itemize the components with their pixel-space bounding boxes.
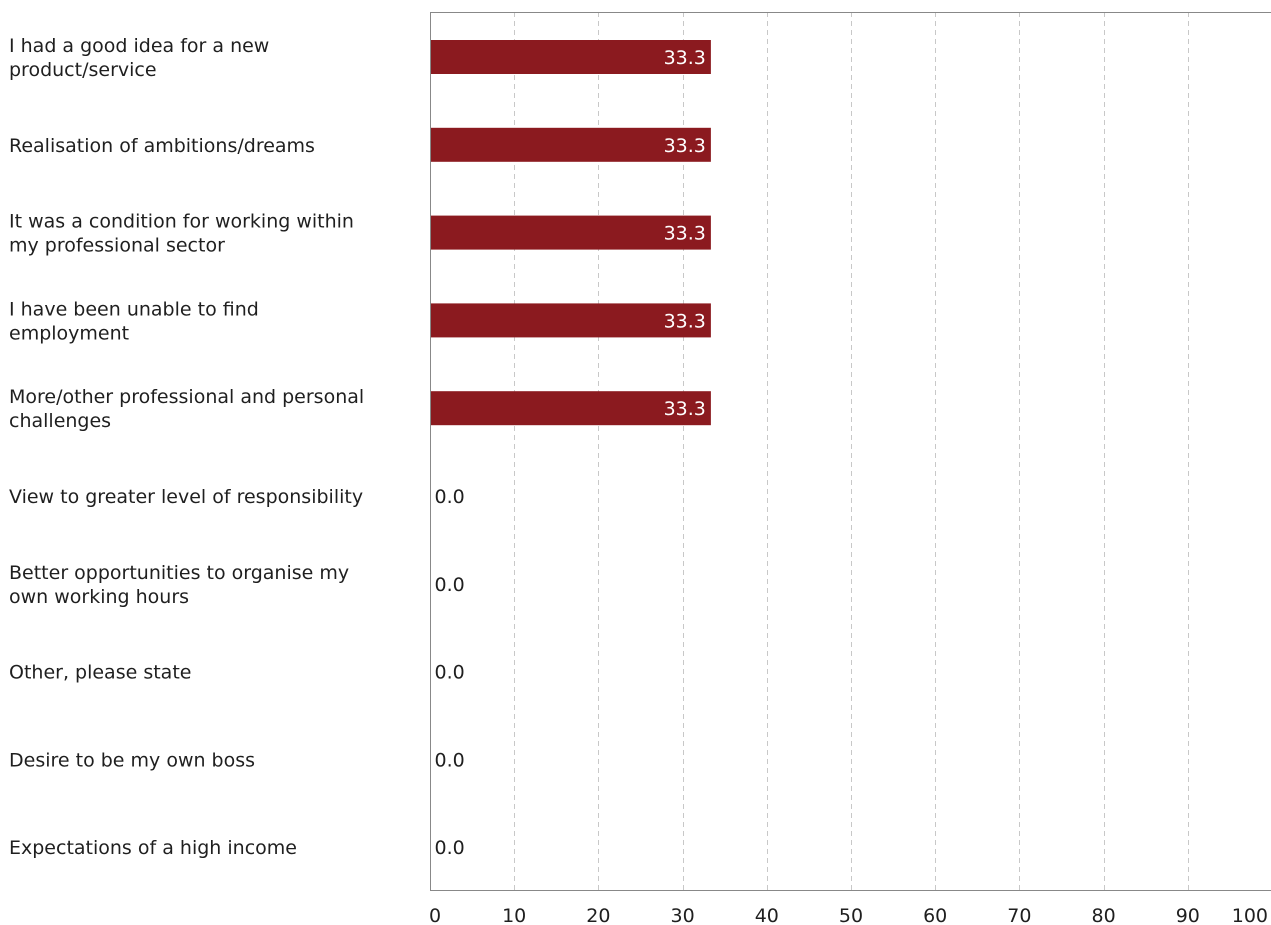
value-label-0: 33.3 (664, 47, 706, 69)
category-label-4: More/other professional and personal chal… (9, 386, 364, 432)
category-label-0: I had a good idea for a new product/servi… (9, 35, 269, 81)
x-tick-label-0: 0 (429, 905, 441, 925)
category-label-3: I have been unable to find employment (9, 298, 259, 344)
value-label-9: 0.0 (435, 837, 465, 859)
category-label-8: Desire to be my own boss (9, 749, 255, 771)
x-tick-label-60: 60 (923, 905, 947, 925)
label-layer: 33.3 I had a good idea for a new product/s… (9, 35, 1268, 925)
category-label-5: View to greater level of responsibility (9, 486, 363, 508)
bar-0 (430, 40, 711, 74)
bar-1 (430, 127, 711, 162)
value-label-4: 33.3 (664, 398, 706, 420)
value-label-2: 33.3 (664, 223, 706, 245)
x-tick-label-40: 40 (755, 905, 779, 925)
value-label-7: 0.0 (435, 662, 465, 684)
bar-4 (430, 391, 711, 426)
bar-layer (430, 40, 711, 426)
value-label-8: 0.0 (435, 749, 465, 771)
category-label-1: Realisation of ambitions/dreams (9, 135, 315, 157)
x-tick-label-30: 30 (671, 905, 695, 925)
category-label-2: It was a condition for working within my … (9, 211, 354, 257)
x-tick-label-100: 100 (1232, 905, 1268, 925)
category-label-6: Better opportunities to organise my own w… (9, 562, 349, 608)
axis-layer (430, 12, 1271, 891)
bar-2 (430, 215, 711, 250)
category-label-7: Other, please state (9, 662, 191, 684)
x-tick-label-90: 90 (1176, 905, 1200, 925)
bar-3 (430, 303, 711, 338)
value-label-3: 33.3 (664, 310, 706, 332)
x-tick-label-80: 80 (1092, 905, 1116, 925)
x-tick-label-70: 70 (1007, 905, 1031, 925)
category-label-9: Expectations of a high income (9, 837, 297, 859)
x-tick-label-50: 50 (839, 905, 863, 925)
value-label-5: 0.0 (435, 486, 465, 508)
value-label-1: 33.3 (664, 135, 706, 157)
value-label-6: 0.0 (435, 574, 465, 596)
x-tick-label-20: 20 (586, 905, 610, 925)
x-tick-label-10: 10 (502, 905, 526, 925)
